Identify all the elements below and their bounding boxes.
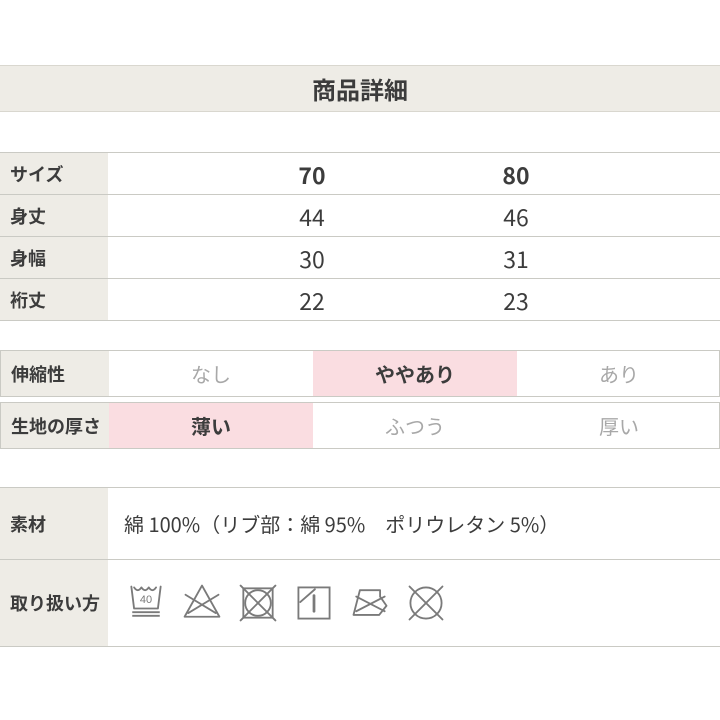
svg-text:40: 40 bbox=[140, 594, 152, 606]
